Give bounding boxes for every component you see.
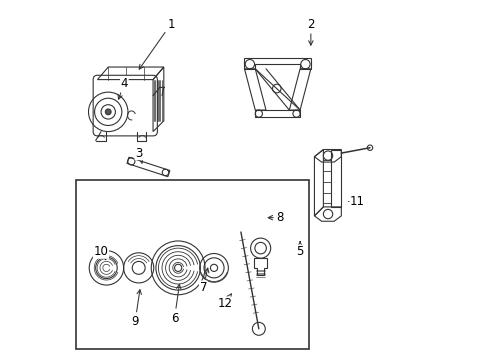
Text: 9: 9: [131, 290, 141, 328]
Text: 11: 11: [348, 195, 364, 208]
Text: 1: 1: [139, 18, 174, 69]
Text: 5: 5: [296, 242, 303, 258]
Text: 12: 12: [217, 294, 232, 310]
Text: 10: 10: [93, 245, 108, 260]
Text: 8: 8: [267, 211, 284, 224]
Circle shape: [105, 109, 111, 115]
Text: 2: 2: [306, 18, 314, 45]
Bar: [76, 180, 308, 348]
Text: 7: 7: [199, 268, 208, 294]
Text: 6: 6: [170, 284, 181, 325]
Text: 4: 4: [118, 77, 128, 99]
Text: 3: 3: [135, 147, 142, 163]
